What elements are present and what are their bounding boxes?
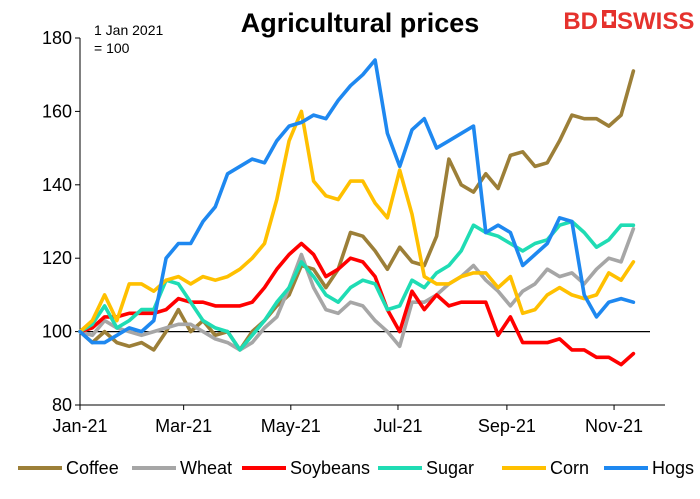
series-line-coffee: [78, 69, 636, 352]
logo-bd-text: BD: [563, 8, 598, 35]
logo-swiss-text: SWISS: [617, 8, 694, 35]
brand-logo: BD SWISS: [563, 8, 694, 35]
index-note-line-2: = 100: [94, 40, 130, 56]
series-line-sugar: [78, 219, 636, 352]
series-line-wheat: [78, 227, 636, 352]
legend-label-coffee: Coffee: [66, 458, 119, 478]
legend-label-soybeans: Soybeans: [290, 458, 370, 478]
legend: Coffee Wheat Soybeans Sugar Corn Hogs: [18, 458, 694, 478]
x-tick-label: Jul-21: [373, 416, 422, 436]
y-tick-label: 100: [42, 322, 72, 342]
series-line-hogs: [78, 58, 636, 345]
legend-label-sugar: Sugar: [426, 458, 474, 478]
y-tick-label: 180: [42, 28, 72, 48]
logo-swiss-cross-icon: [602, 10, 616, 28]
series-layer: [78, 58, 636, 367]
y-tick-label: 140: [42, 175, 72, 195]
legend-label-wheat: Wheat: [180, 458, 232, 478]
series-line-soybeans: [78, 241, 636, 367]
y-tick-label: 120: [42, 248, 72, 268]
x-tick-label: Sep-21: [478, 416, 536, 436]
legend-label-hogs: Hogs: [652, 458, 694, 478]
x-tick-label: Nov-21: [585, 416, 643, 436]
series-line-corn: [78, 109, 636, 334]
y-tick-label: 160: [42, 101, 72, 121]
chart-title: Agricultural prices: [241, 8, 480, 38]
x-tick-label: Mar-21: [155, 416, 212, 436]
axes: 80 100 120 140 160 180 Jan-21 Mar-21 May-21 Jul-2…: [42, 28, 665, 436]
legend-label-corn: Corn: [550, 458, 589, 478]
index-note-line-1: 1 Jan 2021: [94, 22, 163, 38]
x-tick-label: Jan-21: [52, 416, 107, 436]
x-tick-label: May-21: [261, 416, 321, 436]
y-tick-label: 80: [52, 395, 72, 415]
